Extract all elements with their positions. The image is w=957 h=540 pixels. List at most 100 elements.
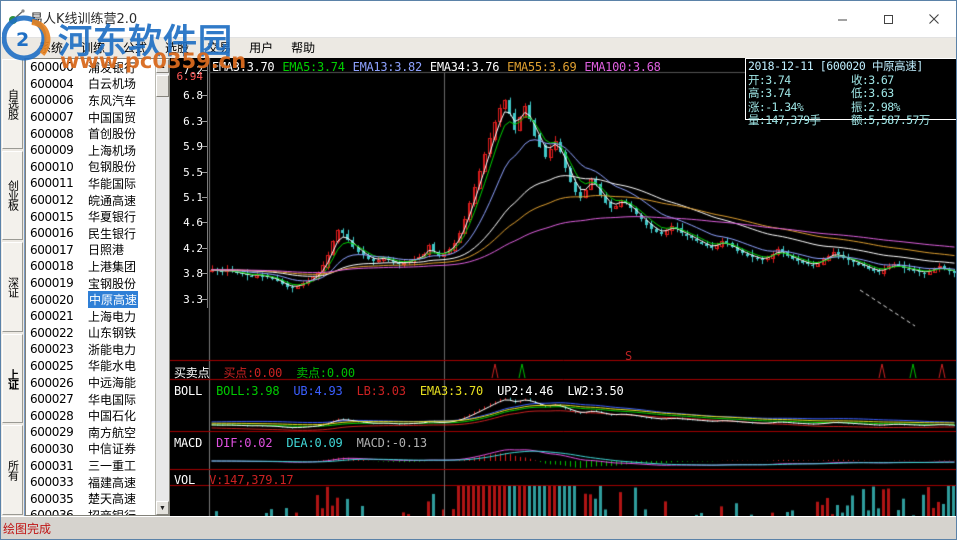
price-axis-tick	[202, 70, 207, 71]
stock-name: 华电国际	[88, 392, 137, 407]
stock-list-item[interactable]: 600025 华能水电	[26, 358, 156, 375]
menu-item-trade[interactable]: 交易	[207, 41, 232, 55]
stock-list-item[interactable]: 600026 中远海能	[26, 374, 156, 391]
vol-panel-header: VOL V:147,379.17	[174, 473, 300, 487]
quote-title: 2018-12-11 [600020 中原高速]	[748, 59, 954, 74]
stock-code: 600020	[30, 292, 74, 307]
boll-up2-value: UP2:4.46	[497, 384, 554, 398]
stock-list-item[interactable]: 600016 民生银行	[26, 225, 156, 242]
menu-item-user[interactable]: 用户	[249, 41, 274, 55]
stock-code: 600016	[30, 226, 74, 241]
stock-list-item[interactable]: 600019 宝钢股份	[26, 275, 156, 292]
main-content: 自选股 创业板 深证 上证 所有 600000 浦发银行 600004 白云机场 600…	[0, 58, 957, 516]
stock-list-item[interactable]: 600018 上港集团	[26, 258, 156, 275]
stock-name: 招商银行	[88, 508, 137, 516]
stock-list-item[interactable]: 600023 浙能电力	[26, 341, 156, 358]
maximize-button[interactable]	[865, 0, 911, 38]
stock-name: 山东钢铁	[88, 326, 137, 341]
stock-list-item[interactable]: 600022 山东钢铁	[26, 325, 156, 342]
boll-upper-value: UB:4.93	[293, 384, 343, 398]
stock-name: 首创股份	[88, 127, 137, 142]
stock-name: 白云机场	[88, 77, 137, 92]
quote-amplitude: 振:2.98%	[851, 99, 900, 114]
price-axis-tick	[202, 146, 207, 148]
vol-panel-name: VOL	[174, 473, 196, 487]
sidebar-tab-watchlist-label: 自选股	[6, 88, 20, 119]
quote-high: 高:3.74	[748, 86, 791, 100]
scrollbar-thumb[interactable]	[156, 75, 169, 97]
price-axis-label: 6.8	[183, 89, 203, 103]
stock-list-item[interactable]: 600030 中信证券	[26, 441, 156, 458]
stock-list-item[interactable]: 600035 楚天高速	[26, 490, 156, 507]
stock-code: 600006	[30, 93, 74, 108]
stock-code: 600035	[30, 491, 74, 506]
stock-list[interactable]: 600000 浦发银行 600004 白云机场 600006 东风汽车 600007 中国国贸…	[25, 58, 170, 516]
ema-header-line: EMA3:3.70 EMA5:3.74 EMA13:3.82 EMA34:3.76 EM…	[212, 60, 669, 74]
sidebar-tab-watchlist[interactable]: 自选股	[2, 59, 23, 149]
chart-canvas[interactable]	[170, 58, 957, 516]
sidebar-tab-chinext[interactable]: 创业板	[2, 150, 23, 241]
stock-list-item[interactable]: 600006 东风汽车	[26, 92, 156, 109]
menu-item-help[interactable]: 帮助	[291, 41, 316, 55]
stock-code: 600026	[30, 375, 74, 390]
minimize-button[interactable]	[819, 0, 865, 38]
title-bar: 易人K线训练营2.0	[0, 0, 957, 38]
stock-list-item[interactable]: 600031 三一重工	[26, 457, 156, 474]
stock-list-item[interactable]: 600000 浦发银行	[26, 59, 156, 76]
stock-list-item[interactable]: 600007 中国国贸	[26, 109, 156, 126]
stock-list-scrollbar[interactable]: ▲ ▼	[155, 59, 169, 515]
sidebar-tab-all[interactable]: 所有	[2, 425, 23, 515]
stock-list-item[interactable]: 600011 华能国际	[26, 175, 156, 192]
stock-code: 600000	[30, 60, 74, 75]
stock-list-item[interactable]: 600027 华电国际	[26, 391, 156, 408]
stock-code: 600007	[30, 110, 74, 125]
menu-item-stockpick[interactable]: 选股	[165, 41, 190, 55]
price-axis-high-marker: 6.94	[176, 70, 204, 83]
stock-name: 中国国贸	[88, 110, 137, 125]
stock-code: 600031	[30, 458, 74, 473]
quote-volume: 量:147,379手	[748, 113, 821, 127]
signal-buy-value: 买点:0.00	[223, 366, 283, 380]
scroll-down-icon[interactable]: ▼	[156, 501, 169, 515]
price-axis-tick	[202, 273, 207, 275]
stock-name: 包钢股份	[88, 160, 137, 175]
stock-list-item[interactable]: 600010 包钢股份	[26, 159, 156, 176]
status-bar: 绘图完成	[0, 516, 957, 540]
signal-sell-value: 卖点:0.00	[296, 366, 355, 380]
menu-item-formula[interactable]: 公式	[123, 41, 148, 55]
chart-panel[interactable]: 7.2 6.8 6.3 5.9 5.5 5.1 4.6 4.2 3.8 3.3 6.94 EMA3:…	[170, 58, 957, 516]
stock-code: 600028	[30, 408, 74, 423]
sidebar-tab-sse[interactable]: 上证	[2, 333, 23, 424]
sidebar-tab-szse[interactable]: 深证	[2, 242, 23, 332]
stock-list-item[interactable]: 600036 招商银行	[26, 507, 156, 516]
ema-header-item: EMA5:3.74	[282, 60, 345, 74]
stock-list-item[interactable]: 600009 上海机场	[26, 142, 156, 159]
stock-list-item[interactable]: 600015 华夏银行	[26, 208, 156, 225]
quote-box: 2018-12-11 [600020 中原高速] 开:3.74 收:3.67 高…	[745, 58, 957, 127]
stock-name: 福建高速	[88, 475, 137, 490]
scroll-up-icon[interactable]: ▲	[156, 59, 169, 73]
stock-list-item[interactable]: 600021 上海电力	[26, 308, 156, 325]
menu-item-training[interactable]: 训练	[81, 41, 106, 55]
stock-list-item[interactable]: 600008 首创股份	[26, 125, 156, 142]
stock-list-item[interactable]: 600028 中国石化	[26, 407, 156, 424]
menu-item-system[interactable]: 系统	[39, 41, 64, 55]
stock-code: 600019	[30, 276, 74, 291]
boll-lower-value: LB:3.03	[356, 384, 406, 398]
stock-list-item[interactable]: 600017 日照港	[26, 242, 156, 259]
stock-code: 600008	[30, 126, 74, 141]
price-axis-tick	[202, 120, 207, 122]
stock-list-item[interactable]: 600012 皖通高速	[26, 192, 156, 209]
stock-name: 南方航空	[88, 425, 137, 440]
stock-list-item[interactable]: 600020 中原高速	[26, 291, 156, 309]
stock-list-item[interactable]: 600004 白云机场	[26, 76, 156, 93]
stock-code: 600030	[30, 441, 74, 456]
boll-panel-name: BOLL	[174, 384, 203, 398]
quote-grid: 开:3.74 收:3.67 高:3.74 低:3.63 涨:-1.34% 振:2…	[748, 73, 954, 128]
stock-list-item[interactable]: 600033 福建高速	[26, 474, 156, 491]
stock-list-item[interactable]: 600029 南方航空	[26, 424, 156, 441]
close-button[interactable]	[911, 0, 957, 38]
stock-code: 600015	[30, 209, 74, 224]
stock-code: 600022	[30, 325, 74, 340]
